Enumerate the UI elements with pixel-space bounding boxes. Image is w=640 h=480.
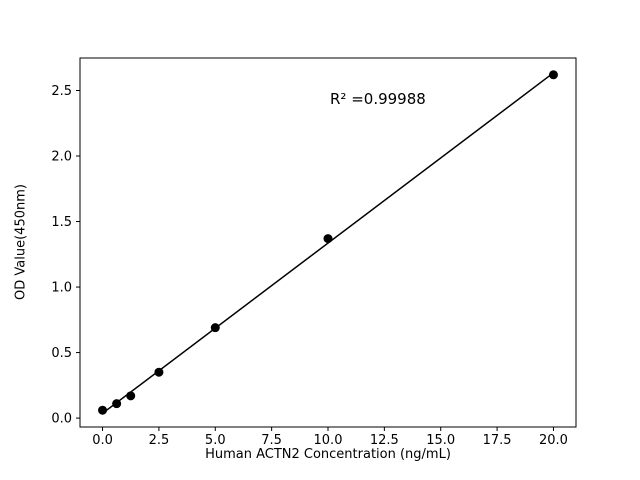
x-tick-label: 7.5 (261, 433, 282, 448)
data-point-marker (323, 234, 333, 244)
x-axis-label: Human ACTN2 Concentration (ng/mL) (205, 447, 451, 462)
data-point-marker (126, 391, 136, 401)
y-tick-label: 0.5 (51, 346, 72, 361)
x-tick-label: 20.0 (539, 433, 568, 448)
x-tick-label: 2.5 (149, 433, 170, 448)
x-tick-label: 10.0 (314, 433, 343, 448)
data-point-marker (112, 399, 122, 409)
data-point-marker (154, 367, 164, 377)
y-tick-label: 1.0 (51, 281, 72, 296)
x-tick-label: 0.0 (92, 433, 113, 448)
y-tick-label: 2.5 (51, 84, 72, 99)
y-axis-label: OD Value(450nm) (13, 184, 29, 300)
x-tick-label: 5.0 (205, 433, 226, 448)
x-tick-label: 17.5 (483, 433, 512, 448)
fit-line (102, 72, 554, 414)
data-point-marker (98, 405, 108, 415)
data-point-marker (210, 323, 220, 333)
y-tick-label: 2.0 (51, 150, 72, 165)
data-point-marker (548, 70, 558, 80)
x-tick-label: 15.0 (426, 433, 455, 448)
y-tick-label: 1.5 (51, 215, 72, 230)
r-squared-annotation: R² =0.99988 (330, 90, 426, 108)
x-tick-label: 12.5 (370, 433, 399, 448)
y-tick-label: 0.0 (51, 412, 72, 427)
